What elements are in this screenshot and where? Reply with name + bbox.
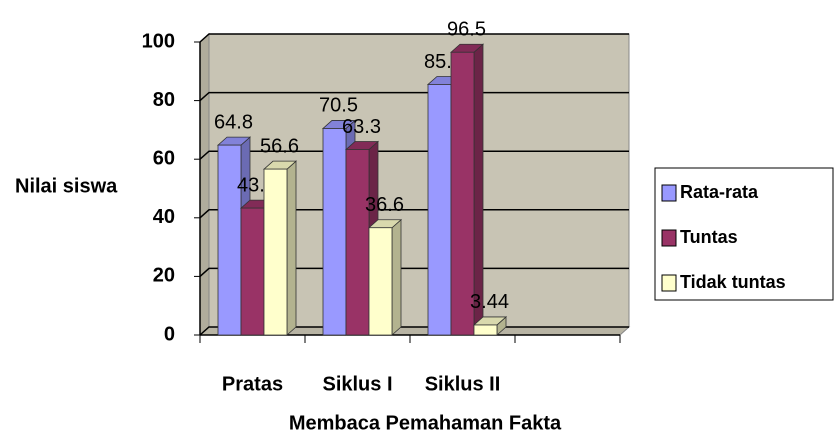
y-axis-title: Nilai siswa: [15, 175, 118, 197]
side-wall: [199, 32, 210, 337]
legend-swatch: [661, 184, 677, 202]
data-label: 64.8: [214, 111, 253, 133]
bar-face: [427, 84, 452, 336]
y-tick-label: 100: [142, 30, 175, 52]
y-tick-label: 0: [164, 323, 175, 345]
bar-face: [368, 227, 393, 336]
grid-line: [199, 91, 629, 102]
bar-face: [286, 160, 297, 336]
data-label: 70.5: [319, 95, 358, 117]
y-tick-label: 40: [153, 206, 175, 228]
y-tick-label: 20: [153, 265, 175, 287]
bar: [262, 160, 298, 336]
grid-line: [199, 267, 629, 277]
grid-line: [199, 209, 629, 219]
bar: [472, 316, 508, 336]
bar-face: [217, 144, 242, 336]
legend-label: Rata-rata: [680, 182, 759, 202]
data-label: 96.5: [447, 19, 486, 41]
bar-face: [322, 128, 347, 336]
legend-label: Tidak tuntas: [680, 272, 786, 292]
bar-face: [240, 207, 265, 336]
legend-swatch: [661, 274, 677, 292]
x-tick-label: Siklus I: [322, 373, 392, 395]
bar-face: [450, 51, 475, 336]
legend-swatch: [661, 229, 677, 247]
data-label: 36.6: [365, 194, 404, 216]
bar: [449, 43, 485, 336]
bar-face: [263, 168, 288, 336]
bar: [367, 218, 403, 336]
x-axis-title: Membaca Pemahaman Fakta: [289, 412, 562, 434]
x-tick-label: Siklus II: [425, 373, 501, 395]
y-tick-label: 60: [153, 147, 175, 169]
legend-box: [654, 167, 834, 301]
data-label: 63.3: [342, 116, 381, 138]
grid-line: [199, 33, 629, 43]
data-label: 3.44: [470, 291, 509, 313]
bar-face: [345, 149, 370, 336]
data-label: 56.6: [260, 135, 299, 157]
y-tick-label: 80: [153, 89, 175, 111]
bar-face: [391, 218, 402, 336]
legend-label: Tuntas: [680, 227, 738, 247]
bar-face: [473, 324, 498, 336]
grid-line: [199, 150, 629, 160]
x-tick-label: Pratas: [222, 373, 283, 395]
